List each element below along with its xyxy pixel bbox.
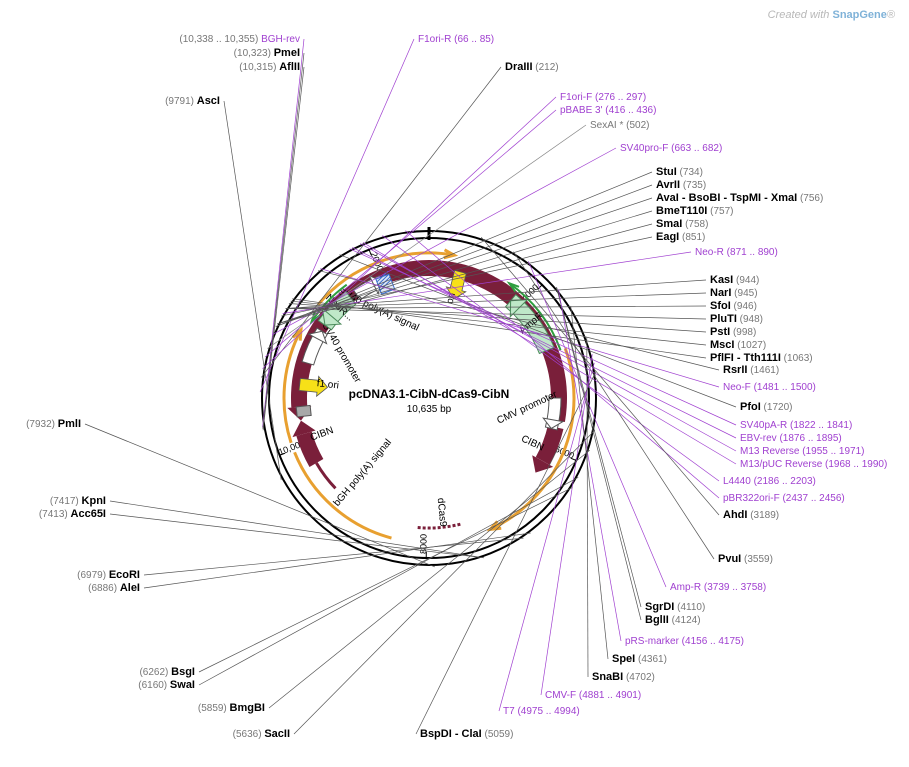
map-label: SfoI (946) [710, 300, 757, 312]
map-label: (9791) AscI [165, 95, 220, 107]
map-label: CMV-F (4881 .. 4901) [545, 690, 641, 701]
map-label: PflFI - Tth111I (1063) [710, 352, 813, 364]
map-label: KasI (944) [710, 274, 759, 286]
map-label: AvaI - BsoBI - TspMI - XmaI (756) [656, 192, 823, 204]
map-label: BspDI - ClaI (5059) [420, 728, 513, 740]
feature-label: f1 ori [316, 378, 339, 391]
map-label: RsrII (1461) [723, 364, 779, 376]
map-label: SV40pro-F (663 .. 682) [620, 143, 722, 154]
map-label: EagI (851) [656, 231, 705, 243]
map-label: (10,315) AflII [239, 61, 300, 73]
map-label: (6886) AleI [88, 582, 140, 594]
leader-line [199, 488, 572, 672]
leader-line [224, 101, 281, 480]
map-label: SnaBI (4702) [592, 671, 655, 683]
map-label: (6979) EcoRI [77, 569, 140, 581]
leader-line [144, 538, 524, 575]
map-label: PluTI (948) [710, 313, 763, 325]
feature-label: dCas9 [435, 497, 449, 527]
leader-line [294, 430, 595, 734]
map-label: EBV-rev (1876 .. 1895) [740, 433, 842, 444]
map-label: (5636) SacII [233, 728, 290, 740]
map-label: pRS-marker (4156 .. 4175) [625, 636, 744, 647]
map-label: SmaI (758) [656, 218, 708, 230]
map-label: Amp-R (3739 .. 3758) [670, 582, 766, 593]
feature-label: SV40 promoter [320, 321, 363, 385]
map-label: (7413) Acc65I [39, 508, 106, 520]
map-label: StuI (734) [656, 166, 703, 178]
maroon-thin [316, 463, 335, 488]
plasmid-map: Created with SnapGene®200040006000800010… [0, 0, 909, 767]
map-label: PvuI (3559) [718, 553, 773, 565]
map-label: (10,338 .. 10,355) BGH-rev [179, 34, 300, 45]
map-label: T7 (4975 .. 4994) [503, 706, 580, 717]
leader-line [571, 306, 608, 659]
map-label: BmeT110I (757) [656, 205, 734, 217]
map-label: F1ori-R (66 .. 85) [418, 34, 494, 45]
map-label: (6160) SwaI [138, 679, 195, 691]
map-label: (7417) KpnI [50, 495, 106, 507]
map-label: SexAI * (502) [590, 120, 649, 131]
map-label: MscI (1027) [710, 339, 766, 351]
map-label: (7932) PmlI [26, 418, 81, 430]
map-label: SgrDI (4110) [645, 601, 705, 613]
map-label: SpeI (4361) [612, 653, 667, 665]
map-label: F1ori-F (276 .. 297) [560, 92, 646, 103]
map-label: NarI (945) [710, 287, 758, 299]
map-label: DraIII (212) [505, 61, 559, 73]
map-label: Neo-F (1481 .. 1500) [723, 382, 816, 393]
leader-line [144, 533, 531, 588]
map-label: AvrII (735) [656, 179, 706, 191]
map-label: pBR322ori-F (2437 .. 2456) [723, 493, 845, 504]
map-label: (5859) BmgBI [198, 702, 265, 714]
leader-line [199, 477, 578, 685]
map-label: AhdI (3189) [723, 509, 779, 521]
credit-text: Created with SnapGene® [768, 9, 896, 21]
map-label: BglII (4124) [645, 614, 701, 626]
leader-line [558, 289, 621, 641]
map-label: (6262) BsgI [139, 666, 195, 678]
map-label: (10,323) PmeI [234, 47, 300, 59]
map-label: PfoI (1720) [740, 401, 792, 413]
map-label: PstI (998) [710, 326, 756, 338]
map-label: M13 Reverse (1955 .. 1971) [740, 446, 865, 457]
feature-label: bGH poly(A) signal [332, 437, 394, 508]
leader-line [557, 287, 641, 607]
map-label: pBABE 3' (416 .. 436) [560, 105, 656, 116]
gray-block [296, 405, 311, 416]
plasmid-size: 10,635 bp [407, 404, 452, 415]
feature-label: CIBN [309, 425, 335, 444]
plasmid-title: pcDNA3.1-CibN-dCas9-CibN [349, 387, 510, 401]
map-label: SV40pA-R (1822 .. 1841) [740, 420, 852, 431]
feature-label: CIBN [519, 433, 545, 453]
map-label: M13/pUC Reverse (1968 .. 1990) [740, 459, 887, 470]
leader-line [339, 255, 736, 407]
leader-line [292, 299, 706, 358]
map-label: L4440 (2186 .. 2203) [723, 476, 816, 487]
map-label: Neo-R (871 .. 890) [695, 247, 778, 258]
